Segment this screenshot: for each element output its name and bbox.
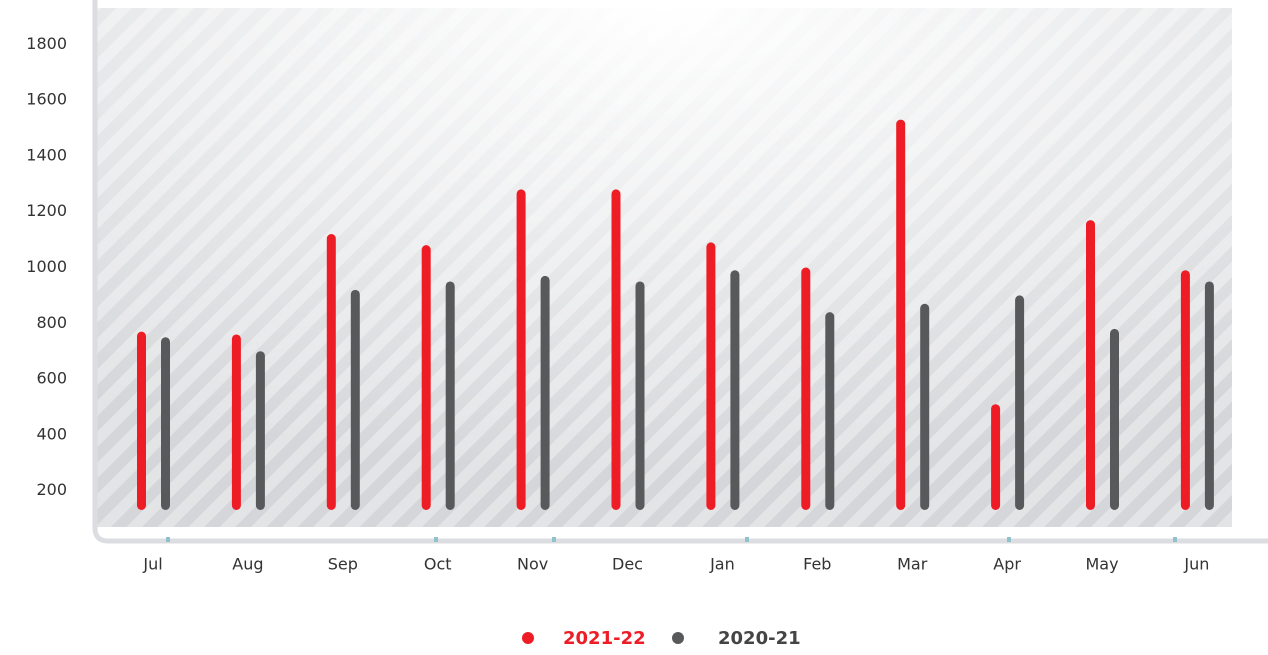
bar: [1110, 328, 1119, 510]
bar: [825, 312, 835, 510]
legend-swatch: [522, 632, 534, 644]
x-tick-label: Aug: [232, 555, 263, 574]
bar: [516, 189, 526, 510]
bar: [231, 334, 241, 510]
y-tick-label: 1000: [26, 257, 67, 276]
y-tick-label: 600: [36, 369, 67, 388]
bar: [1015, 295, 1025, 510]
x-tick-label: Dec: [612, 555, 643, 574]
bar: [635, 281, 645, 510]
bar: [730, 270, 740, 510]
x-tick-label: Oct: [424, 555, 452, 574]
bar: [706, 242, 716, 511]
legend-swatch: [672, 632, 684, 644]
x-tick-label: May: [1085, 555, 1118, 574]
bar: [161, 337, 170, 510]
y-tick-label: 1400: [26, 145, 67, 164]
x-tick-label: Jul: [142, 555, 162, 574]
bar: [920, 303, 930, 510]
axis-ticks-decor: [166, 537, 1177, 542]
y-tick-label: 800: [36, 313, 67, 332]
legend-label: 2020-21: [718, 628, 801, 649]
bar: [1180, 270, 1190, 510]
y-tick-label: 1200: [26, 201, 67, 220]
bar: [137, 331, 146, 510]
bar: [326, 234, 336, 511]
legend-label: 2021-22: [563, 628, 646, 649]
bar: [991, 404, 1001, 510]
x-tick-label: Jun: [1183, 555, 1209, 574]
x-tick-label: Jan: [709, 555, 735, 574]
bar: [540, 275, 550, 510]
y-tick-label: 1600: [26, 90, 67, 109]
x-tick-label: Sep: [328, 555, 358, 574]
bar: [1086, 220, 1095, 510]
x-tick-label: Nov: [517, 555, 548, 574]
bar: [801, 267, 811, 510]
x-tick-label: Apr: [993, 555, 1021, 574]
x-tick-label: Mar: [897, 555, 928, 574]
y-tick-label: 1800: [26, 34, 67, 53]
y-tick-label: 400: [36, 424, 67, 443]
plot-stripes: [95, 8, 1232, 527]
axis-frame: [92, 0, 1268, 544]
y-tick-label: 200: [36, 480, 67, 499]
x-tick-label: Feb: [803, 555, 831, 574]
bar: [896, 119, 906, 510]
bar: [255, 351, 265, 510]
bar: [350, 289, 360, 510]
bar: [421, 245, 431, 510]
bar: [611, 189, 621, 510]
bar: [1204, 281, 1214, 510]
bar: [445, 281, 455, 510]
